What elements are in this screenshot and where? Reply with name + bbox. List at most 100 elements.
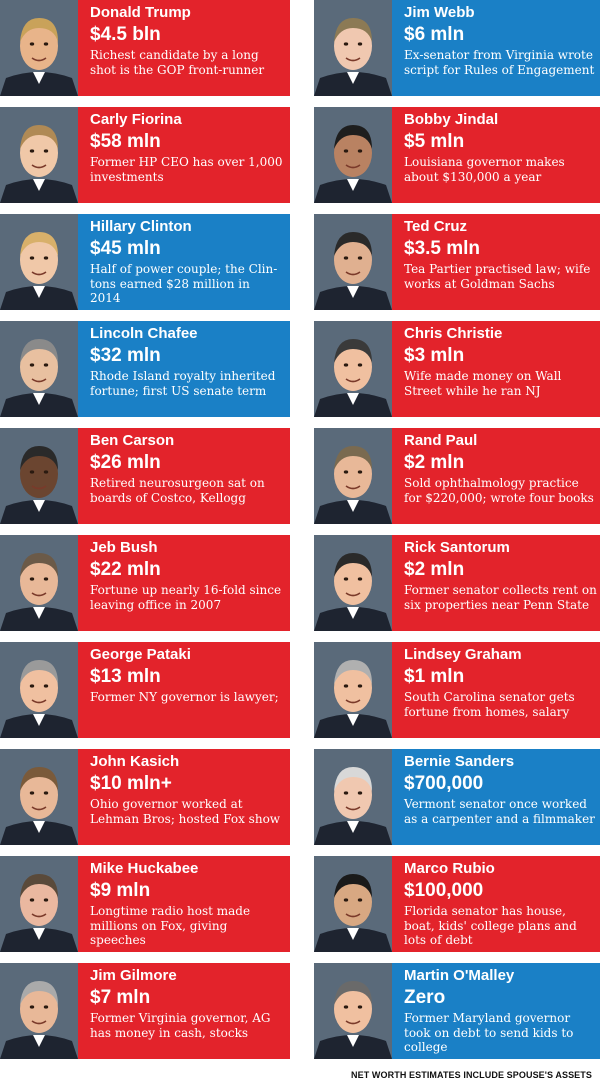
portrait-ted-cruz bbox=[314, 214, 392, 310]
net-worth: $9 mln bbox=[90, 880, 151, 901]
candidate-info: Rand Paul $2 mln Sold ophthalmology practi… bbox=[392, 428, 600, 524]
candidate-info: Jim Webb $6 mln Ex-senator from Virginia w… bbox=[392, 0, 600, 96]
portrait-bernie-sanders bbox=[314, 749, 392, 845]
candidate-name: Chris Christie bbox=[404, 325, 503, 342]
candidate-name: Jim Webb bbox=[404, 4, 475, 21]
candidate-description: Former senator collects rent on six prop… bbox=[404, 583, 597, 612]
candidate-card: Rick Santorum $2 mln Former senator collec… bbox=[314, 535, 600, 631]
candidate-card: Bobby Jindal $5 mln Louisiana governor mak… bbox=[314, 107, 600, 203]
net-worth: $6 mln bbox=[404, 24, 465, 45]
portrait-jim-webb bbox=[314, 0, 392, 96]
net-worth: $5 mln bbox=[404, 131, 465, 152]
net-worth: $22 mln bbox=[90, 559, 161, 580]
portrait-bobby-jindal bbox=[314, 107, 392, 203]
footnote: NET WORTH ESTIMATES INCLUDE SPOUSE'S ASS… bbox=[351, 1070, 592, 1080]
candidate-card: Marco Rubio $100,000 Florida senator has h… bbox=[314, 856, 600, 952]
portrait-chris-christie bbox=[314, 321, 392, 417]
candidate-card: George Pataki $13 mln Former NY governor i… bbox=[0, 642, 290, 738]
candidate-card: Lincoln Chafee $32 mln Rhode Island royalt… bbox=[0, 321, 290, 417]
portrait-marco-rubio bbox=[314, 856, 392, 952]
candidate-description: South Carolina senator gets fortune from… bbox=[404, 690, 575, 719]
portrait-carly-fiorina bbox=[0, 107, 78, 203]
candidate-card: John Kasich $10 mln+ Ohio governor worked … bbox=[0, 749, 290, 845]
candidate-info: Carly Fiorina $58 mln Former HP CEO has ov… bbox=[78, 107, 290, 203]
candidate-name: Ted Cruz bbox=[404, 218, 468, 235]
candidate-info: Lincoln Chafee $32 mln Rhode Island royalt… bbox=[78, 321, 290, 417]
candidate-description: Richest candidate by a long shot is the … bbox=[90, 48, 265, 77]
net-worth: $4.5 bln bbox=[90, 24, 161, 45]
candidate-name: Bernie Sanders bbox=[404, 753, 515, 770]
candidate-description: Wife made money on Wall Street while he … bbox=[404, 369, 562, 398]
net-worth: $10 mln+ bbox=[90, 773, 172, 794]
candidate-description: Former NY governor is lawyer; bbox=[90, 690, 279, 704]
candidate-info: Lindsey Graham $1 mln South Carolina senat… bbox=[392, 642, 600, 738]
candidate-info: Mike Huckabee $9 mln Longtime radio host m… bbox=[78, 856, 290, 952]
candidate-info: Ted Cruz $3.5 mln Tea Partier practised la… bbox=[392, 214, 600, 310]
portrait-ben-carson bbox=[0, 428, 78, 524]
candidate-description: Former Virginia governor, AG has money i… bbox=[90, 1011, 271, 1040]
net-worth: $1 mln bbox=[404, 666, 465, 687]
candidate-card: Rand Paul $2 mln Sold ophthalmology practi… bbox=[314, 428, 600, 524]
candidate-card: Lindsey Graham $1 mln South Carolina senat… bbox=[314, 642, 600, 738]
portrait-george-pataki bbox=[0, 642, 78, 738]
portrait-john-kasich bbox=[0, 749, 78, 845]
candidate-description: Florida senator has house, boat, kids' c… bbox=[404, 904, 577, 947]
candidate-card: Donald Trump $4.5 bln Richest candidate by… bbox=[0, 0, 290, 96]
candidate-card: Jim Gilmore $7 mln Former Virginia governo… bbox=[0, 963, 290, 1059]
candidate-name: Rand Paul bbox=[404, 432, 478, 449]
candidate-card: Ted Cruz $3.5 mln Tea Partier practised la… bbox=[314, 214, 600, 310]
candidate-description: Retired neurosurgeon sat on boards of Co… bbox=[90, 476, 265, 505]
candidate-info: Rick Santorum $2 mln Former senator collec… bbox=[392, 535, 600, 631]
candidate-card: Chris Christie $3 mln Wife made money on W… bbox=[314, 321, 600, 417]
candidate-info: Chris Christie $3 mln Wife made money on W… bbox=[392, 321, 600, 417]
portrait-martin-omalley bbox=[314, 963, 392, 1059]
candidate-description: Longtime radio host made millions on Fox… bbox=[90, 904, 251, 947]
candidate-description: Rhode Island royalty inherited fortune; … bbox=[90, 369, 276, 398]
net-worth: $58 mln bbox=[90, 131, 161, 152]
portrait-donald-trump bbox=[0, 0, 78, 96]
net-worth: $700,000 bbox=[404, 773, 484, 794]
net-worth: $26 mln bbox=[90, 452, 161, 473]
candidate-info: John Kasich $10 mln+ Ohio governor worked … bbox=[78, 749, 290, 845]
candidate-card: Ben Carson $26 mln Retired neurosurgeon sa… bbox=[0, 428, 290, 524]
candidate-info: Bobby Jindal $5 mln Louisiana governor mak… bbox=[392, 107, 600, 203]
candidate-name: Marco Rubio bbox=[404, 860, 495, 877]
candidate-card: Jim Webb $6 mln Ex-senator from Virginia w… bbox=[314, 0, 600, 96]
candidate-name: Jim Gilmore bbox=[90, 967, 177, 984]
candidate-name: Mike Huckabee bbox=[90, 860, 199, 877]
candidate-card: Martin O'Malley Zero Former Maryland gover… bbox=[314, 963, 600, 1059]
net-worth: $13 mln bbox=[90, 666, 161, 687]
candidate-description: Tea Partier practised law; wife works at… bbox=[404, 262, 591, 291]
candidate-description: Former HP CEO has over 1,000 investments bbox=[90, 155, 283, 184]
candidate-name: George Pataki bbox=[90, 646, 191, 663]
candidate-card: Jeb Bush $22 mln Fortune up nearly 16-fold… bbox=[0, 535, 290, 631]
candidate-card: Mike Huckabee $9 mln Longtime radio host m… bbox=[0, 856, 290, 952]
candidate-description: Ohio governor worked at Lehman Bros; hos… bbox=[90, 797, 281, 826]
candidate-name: Martin O'Malley bbox=[404, 967, 515, 984]
candidate-name: Jeb Bush bbox=[90, 539, 158, 556]
candidate-name: Carly Fiorina bbox=[90, 111, 182, 128]
portrait-rand-paul bbox=[314, 428, 392, 524]
portrait-mike-huckabee bbox=[0, 856, 78, 952]
net-worth: $100,000 bbox=[404, 880, 484, 901]
candidate-name: John Kasich bbox=[90, 753, 180, 770]
candidate-card: Bernie Sanders $700,000 Vermont senator on… bbox=[314, 749, 600, 845]
candidate-info: Donald Trump $4.5 bln Richest candidate by… bbox=[78, 0, 290, 96]
candidate-name: Hillary Clinton bbox=[90, 218, 192, 235]
candidate-info: Martin O'Malley Zero Former Maryland gover… bbox=[392, 963, 600, 1059]
candidate-name: Donald Trump bbox=[90, 4, 191, 21]
portrait-hillary-clinton bbox=[0, 214, 78, 310]
candidate-name: Lindsey Graham bbox=[404, 646, 522, 663]
candidate-name: Bobby Jindal bbox=[404, 111, 499, 128]
candidate-info: Jeb Bush $22 mln Fortune up nearly 16-fold… bbox=[78, 535, 290, 631]
candidate-description: Sold ophthalmology practice for $220,000… bbox=[404, 476, 594, 505]
net-worth: $32 mln bbox=[90, 345, 161, 366]
candidate-description: Fortune up nearly 16-fold since leaving … bbox=[90, 583, 282, 612]
candidate-info: George Pataki $13 mln Former NY governor i… bbox=[78, 642, 290, 738]
candidate-info: Bernie Sanders $700,000 Vermont senator on… bbox=[392, 749, 600, 845]
net-worth: $2 mln bbox=[404, 452, 465, 473]
candidate-info: Jim Gilmore $7 mln Former Virginia governo… bbox=[78, 963, 290, 1059]
portrait-lindsey-graham bbox=[314, 642, 392, 738]
candidate-card: Hillary Clinton $45 mln Half of power coup… bbox=[0, 214, 290, 310]
candidate-name: Rick Santorum bbox=[404, 539, 510, 556]
